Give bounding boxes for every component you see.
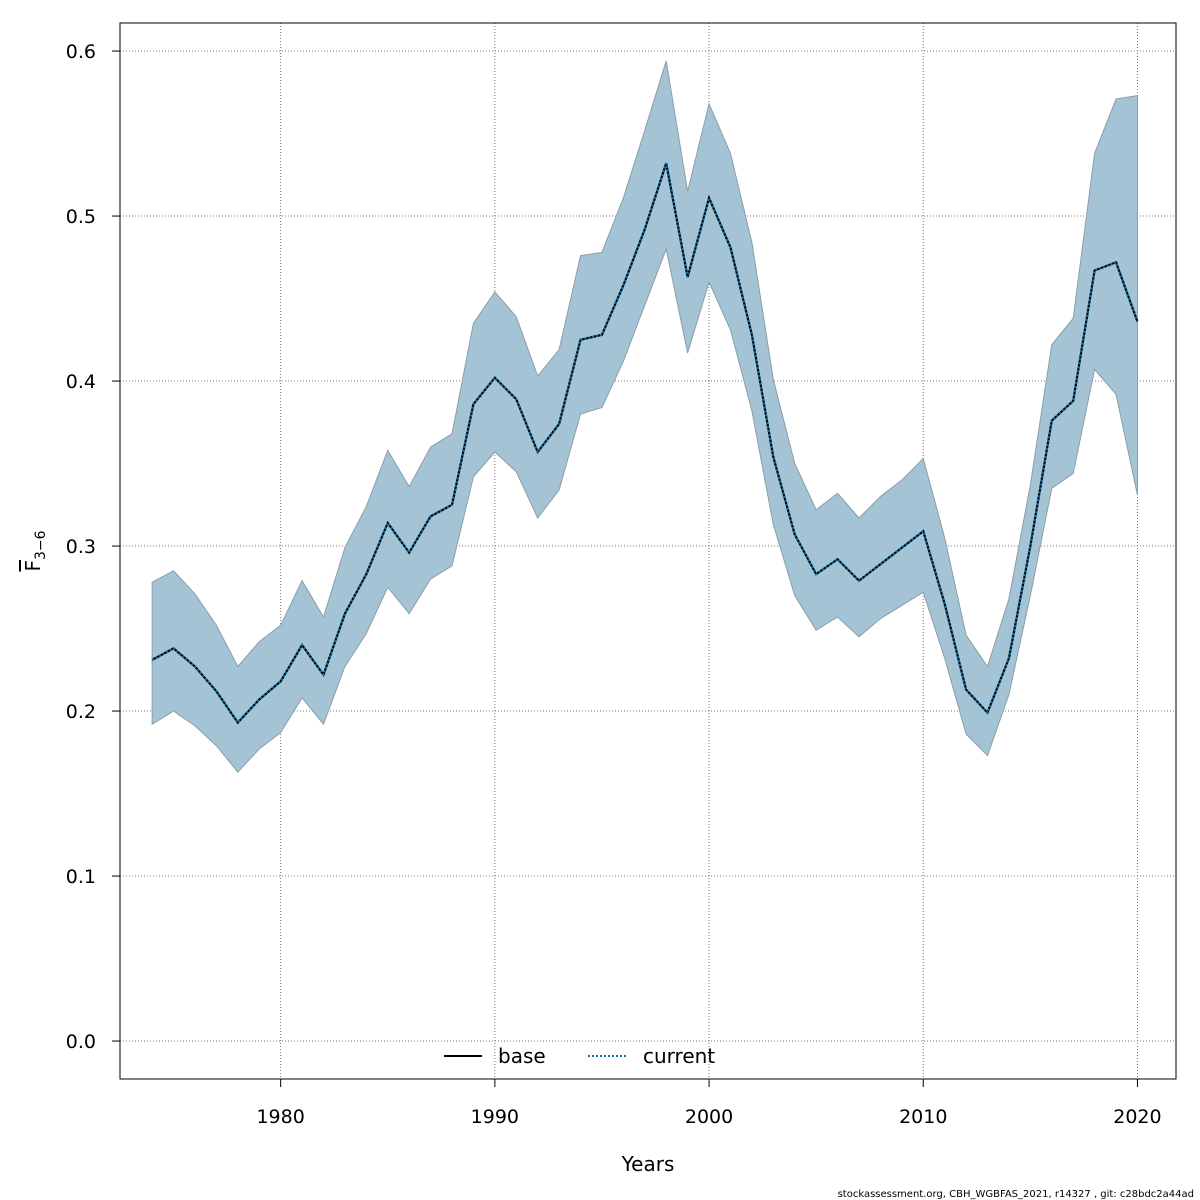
y-axis-title-main: F (21, 560, 45, 572)
y-tick-label-0.2: 0.2 (66, 701, 96, 723)
x-tick-label-2020: 2020 (1113, 1106, 1161, 1128)
legend-label-current: current (643, 1044, 715, 1068)
confidence-band (151, 60, 1138, 773)
y-tick-label-0: 0.0 (66, 1031, 96, 1053)
y-tick-label-0.6: 0.6 (66, 41, 96, 63)
y-axis-title: F3−6 (21, 530, 49, 571)
x-tick-label-1990: 1990 (471, 1106, 519, 1128)
y-axis: 0.0 0.1 0.2 0.3 0.4 0.5 0.6 (66, 41, 120, 1053)
plot-frame (119, 22, 1177, 1080)
x-tick-label-2010: 2010 (899, 1106, 947, 1128)
y-tick-label-0.1: 0.1 (66, 866, 96, 888)
x-axis: 1980 1990 2000 2010 2020 (256, 1079, 1162, 1128)
footer-credit: stockassessment.org, CBH_WGBFAS_2021, r1… (838, 1189, 1194, 1200)
x-tick-label-2000: 2000 (685, 1106, 733, 1128)
series-lines-layer (151, 162, 1139, 725)
series-line-current (151, 162, 1139, 725)
confidence-band-layer (151, 60, 1138, 773)
y-tick-label-0.4: 0.4 (66, 371, 96, 393)
x-axis-title: Years (621, 1152, 675, 1176)
x-tick-label-1980: 1980 (256, 1106, 304, 1128)
legend-label-base: base (498, 1044, 546, 1068)
y-tick-label-0.3: 0.3 (66, 536, 96, 558)
svg-text:F3−6: F3−6 (21, 530, 49, 571)
legend: base current (444, 1044, 715, 1068)
y-axis-title-subscript: 3−6 (33, 530, 49, 560)
y-tick-label-0.5: 0.5 (66, 206, 96, 228)
